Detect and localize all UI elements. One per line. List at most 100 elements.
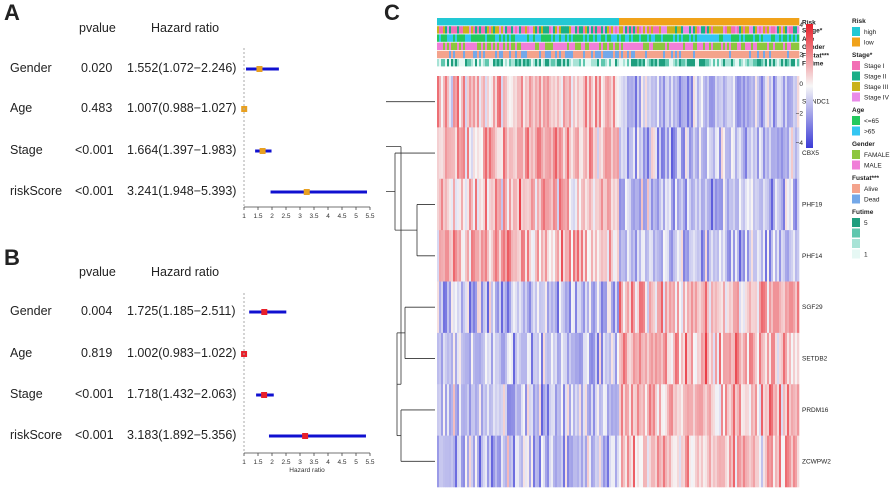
heatmap-cell xyxy=(655,230,658,282)
heatmap-cell xyxy=(741,332,744,385)
heatmap-cell xyxy=(547,281,550,334)
annotation-cell xyxy=(703,42,706,50)
heatmap-cell xyxy=(521,230,524,282)
heatmap-cell xyxy=(479,76,482,128)
annotation-cell xyxy=(535,34,538,42)
heatmap-cell xyxy=(763,127,766,180)
heatmap-cell xyxy=(601,178,604,231)
annotation-cell xyxy=(673,42,676,50)
heatmap-cell xyxy=(689,230,692,282)
annotation-cell xyxy=(561,42,564,50)
heatmap-cell xyxy=(449,281,452,334)
heatmap-cell xyxy=(711,332,714,385)
annotation-cell xyxy=(481,42,484,50)
heatmap-cell xyxy=(569,230,572,282)
annotation-cell xyxy=(715,18,718,26)
annotation-cell xyxy=(781,59,784,67)
annotation-cell xyxy=(631,34,634,42)
heatmap-cell xyxy=(475,384,478,436)
heatmap-cell xyxy=(521,178,524,231)
annotation-cell xyxy=(547,42,550,50)
annotation-cell xyxy=(631,50,634,59)
annotation-cell xyxy=(491,59,494,67)
annotation-cell xyxy=(727,34,730,42)
heatmap-cell xyxy=(517,384,520,436)
annotation-cell xyxy=(777,50,780,59)
annotation-cell xyxy=(497,42,500,50)
heatmap-cell xyxy=(569,332,572,385)
heatmap-cell xyxy=(445,127,448,180)
annotation-cell xyxy=(575,18,578,26)
annotation-cell xyxy=(517,59,520,67)
heatmap-cell xyxy=(609,332,612,385)
annotation-cell xyxy=(449,50,452,59)
heatmap-cell xyxy=(519,178,522,231)
heatmap-cell xyxy=(565,281,568,334)
heatmap-cell xyxy=(633,230,636,282)
heatmap-cell xyxy=(535,332,538,385)
annotation-cell xyxy=(445,18,448,26)
heatmap-cell xyxy=(641,230,644,282)
heatmap-cell xyxy=(611,384,614,436)
heatmap-cell xyxy=(583,127,586,180)
annotation-cell xyxy=(505,59,508,67)
heatmap-cell xyxy=(555,435,558,488)
heatmap-cell xyxy=(679,435,682,488)
heatmap-cell xyxy=(723,230,726,282)
heatmap-cell xyxy=(667,178,670,231)
heatmap-cell xyxy=(739,230,742,282)
annotation-cell xyxy=(751,26,754,34)
annotation-cell xyxy=(703,50,706,59)
heatmap-cell xyxy=(449,384,452,436)
heatmap-cell xyxy=(673,127,676,180)
heatmap-cell xyxy=(609,76,612,128)
annotation-cell xyxy=(543,34,546,42)
heatmap-cell xyxy=(555,178,558,231)
forest-a-row-hr: 1.664(1.397−1.983) xyxy=(127,143,237,157)
annotation-cell xyxy=(777,59,780,67)
annotation-cell xyxy=(567,26,570,34)
annotation-cell xyxy=(735,42,738,50)
annotation-cell xyxy=(625,18,628,26)
annotation-cell xyxy=(455,34,458,42)
heatmap-cell xyxy=(441,76,444,128)
forest-a-tick-label: 1 xyxy=(242,213,246,220)
heatmap-cell xyxy=(763,178,766,231)
heatmap-cell xyxy=(519,76,522,128)
annotation-cell xyxy=(721,26,724,34)
annotation-cell xyxy=(515,26,518,34)
heatmap-cell xyxy=(779,384,782,436)
heatmap-cell xyxy=(605,76,608,128)
annotation-cell xyxy=(549,50,552,59)
heatmap-cell xyxy=(445,384,448,436)
annotation-cell xyxy=(651,26,654,34)
annotation-cell xyxy=(583,50,586,59)
heatmap-cell xyxy=(495,384,498,436)
annotation-cell xyxy=(709,18,712,26)
heatmap-cell xyxy=(763,332,766,385)
heatmap-cell xyxy=(663,76,666,128)
heatmap-cell xyxy=(569,127,572,180)
annotation-cell xyxy=(473,42,476,50)
heatmap-cell xyxy=(791,281,794,334)
annotation-cell xyxy=(561,50,564,59)
annotation-cell xyxy=(497,18,500,26)
heatmap-cell xyxy=(605,127,608,180)
annotation-cell xyxy=(603,34,606,42)
annotation-cell xyxy=(605,26,608,34)
heatmap-cell xyxy=(763,230,766,282)
annotation-cell xyxy=(605,42,608,50)
annotation-cell xyxy=(723,59,726,67)
heatmap-cell xyxy=(563,332,566,385)
annotation-cell xyxy=(507,34,510,42)
annotation-cell xyxy=(649,34,652,42)
heatmap-cell xyxy=(575,76,578,128)
annotation-cell xyxy=(587,26,590,34)
annotation-cell xyxy=(651,42,654,50)
annotation-cell xyxy=(589,34,592,42)
heatmap-cell xyxy=(565,127,568,180)
forest-b-row-hr: 1.725(1.185−2.511) xyxy=(127,304,236,318)
heatmap-cell xyxy=(737,178,740,231)
annotation-cell xyxy=(623,34,626,42)
heatmap-cell xyxy=(533,435,536,488)
